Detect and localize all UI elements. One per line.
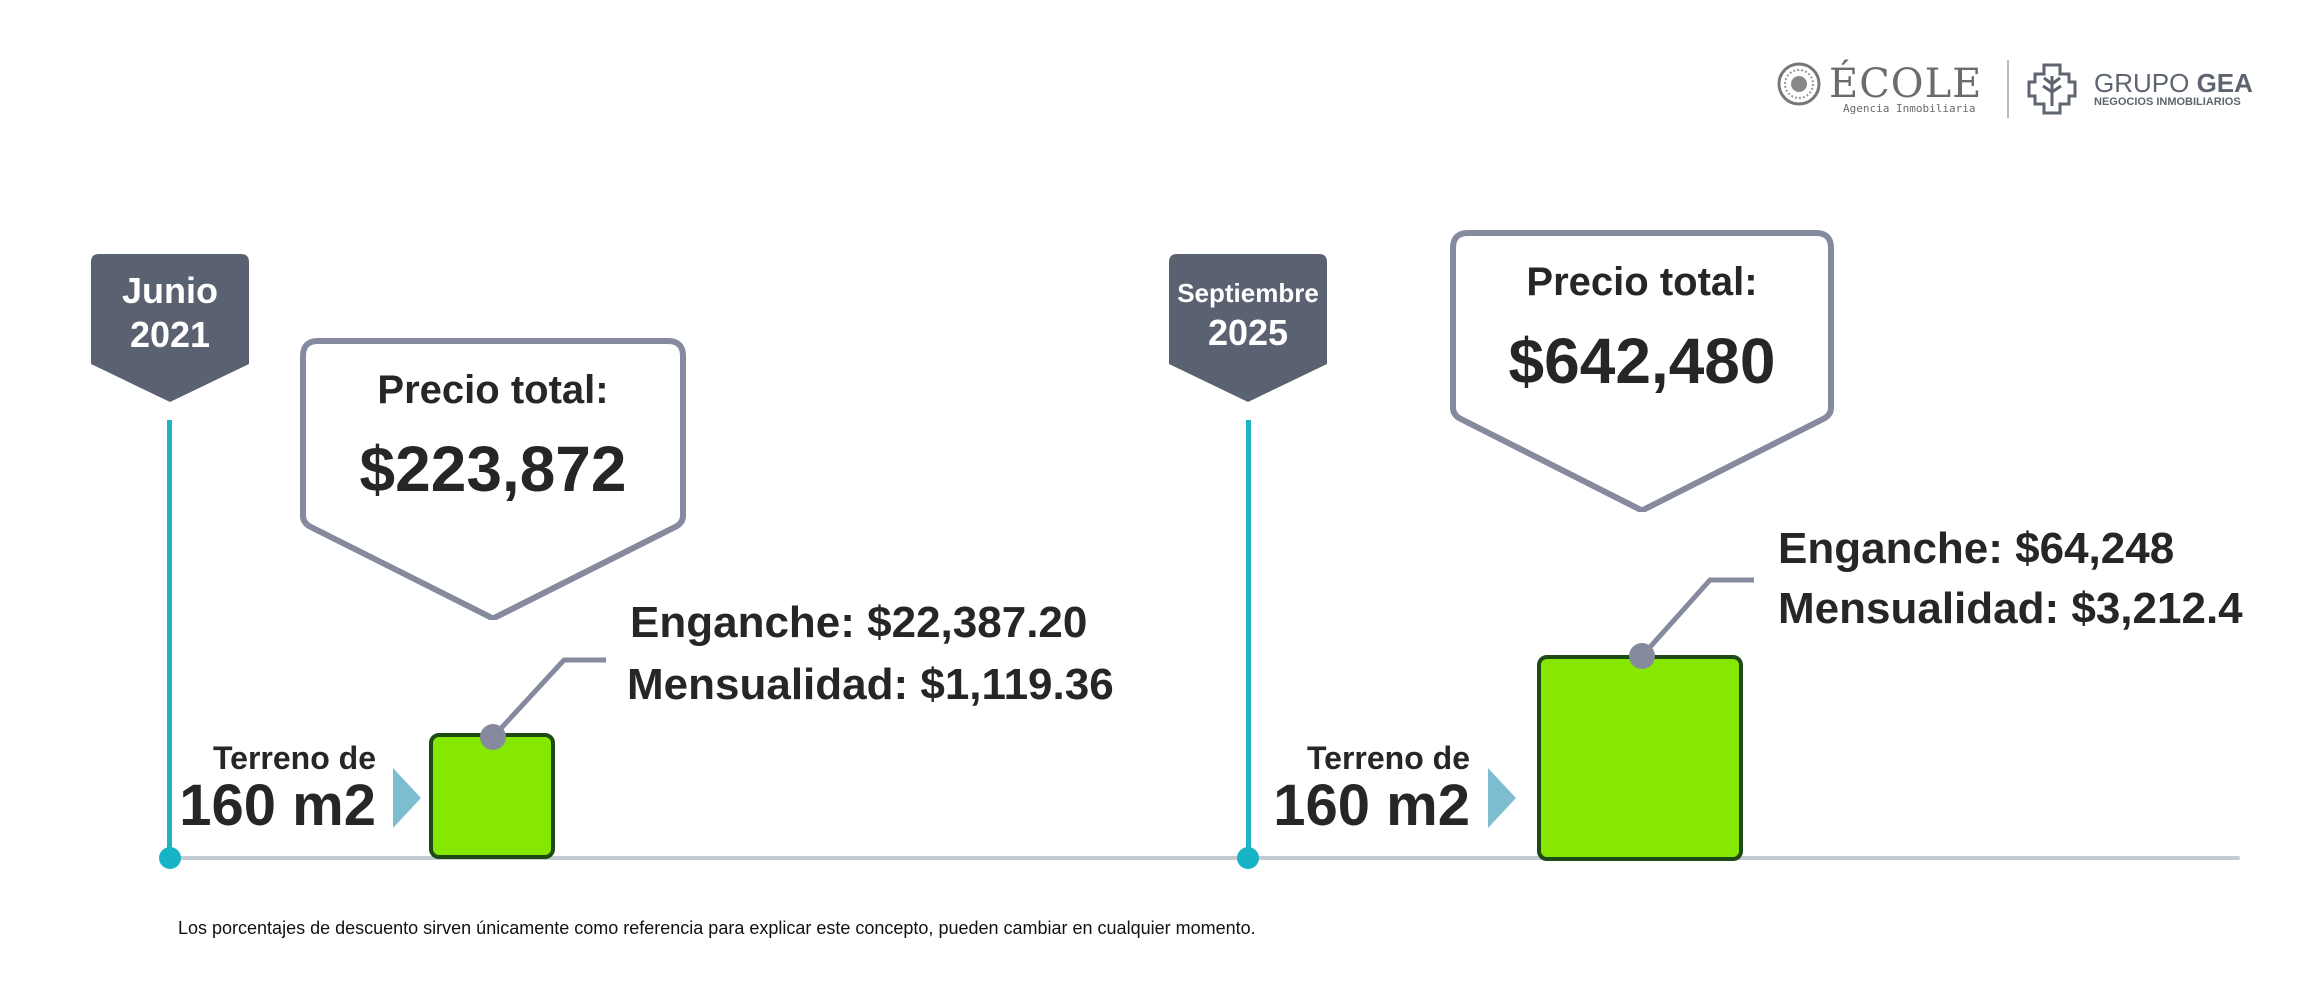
price-bubble-2025: Precio total: $642,480 xyxy=(1450,230,1834,512)
ecole-seal-icon xyxy=(1777,62,1821,106)
date-year: 2021 xyxy=(129,314,211,355)
price-value: $223,872 xyxy=(359,433,627,505)
gea-logo-subtitle: NEGOCIOS INMOBILIARIOS xyxy=(2094,96,2241,108)
timeline-dot-2025 xyxy=(1237,847,1259,869)
arrow-right-icon xyxy=(1488,768,1516,828)
terreno-label: Terreno de xyxy=(1307,740,1470,776)
disclaimer-footnote: Los porcentajes de descuento sirven únic… xyxy=(178,918,1256,938)
timeline-dot-2021 xyxy=(159,847,181,869)
gea-logo: GRUPO GEA NEGOCIOS INMOBILIARIOS xyxy=(2026,62,2256,120)
enganche-text: Enganche: $22,387.20 xyxy=(630,598,1088,647)
lot-callout-2021 xyxy=(480,657,606,750)
timeline-tick-2021 xyxy=(167,420,172,860)
lot-callout-2025 xyxy=(1629,577,1754,669)
ecole-logo: ÉCOLE Agencia Inmobiliaria xyxy=(1777,58,1992,122)
date-flag-2021: Junio 2021 xyxy=(91,254,249,404)
terreno-size: 160 m2 xyxy=(1273,773,1470,838)
gea-logo-name-light: GRUPO xyxy=(2094,68,2190,98)
mensualidad-text: Mensualidad: $1,119.36 xyxy=(627,660,1114,709)
logo-divider xyxy=(2007,60,2009,118)
date-year: 2025 xyxy=(1207,312,1289,353)
enganche-text: Enganche: $64,248 xyxy=(1778,524,2175,573)
date-flag-2025: Septiembre 2025 xyxy=(1169,254,1327,404)
date-month: Junio xyxy=(122,270,218,311)
timeline-line xyxy=(170,856,2240,860)
ecole-logo-subtitle: Agencia Inmobiliaria xyxy=(1843,102,1976,115)
price-bubble-2021: Precio total: $223,872 xyxy=(300,338,686,620)
price-value: $642,480 xyxy=(1508,325,1776,397)
date-month: Septiembre xyxy=(1177,278,1319,308)
lot-square-2021 xyxy=(429,733,555,859)
lot-square-2025 xyxy=(1537,655,1743,861)
gea-logo-name-bold: GEA xyxy=(2196,68,2253,98)
terreno-label: Terreno de xyxy=(213,740,376,776)
ecole-logo-name: ÉCOLE xyxy=(1829,61,1983,107)
timeline-tick-2025 xyxy=(1246,420,1251,860)
price-label: Precio total: xyxy=(377,368,609,412)
mensualidad-text: Mensualidad: $3,212.4 xyxy=(1778,584,2243,633)
arrow-right-icon xyxy=(393,768,421,828)
price-label: Precio total: xyxy=(1526,260,1758,304)
gea-emblem-icon xyxy=(2027,63,2077,115)
terreno-size: 160 m2 xyxy=(179,773,376,838)
